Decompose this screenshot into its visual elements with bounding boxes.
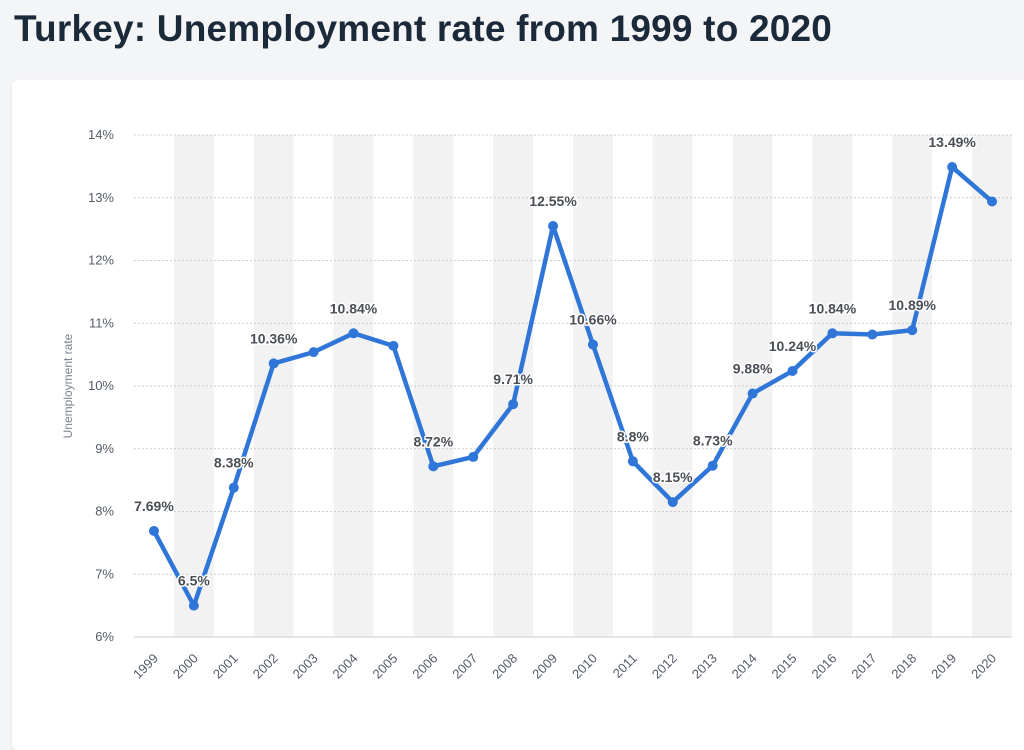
data-label: 10.84% xyxy=(330,300,378,316)
data-label: 6.5% xyxy=(178,573,210,589)
data-label: 8.38% xyxy=(214,455,254,471)
x-tick-label: 2016 xyxy=(808,651,839,682)
x-tick-label: 2010 xyxy=(569,651,600,682)
data-label: 10.24% xyxy=(769,338,817,354)
x-tick-label: 2017 xyxy=(848,651,879,682)
data-point xyxy=(548,220,559,231)
data-label: 10.36% xyxy=(250,330,298,346)
data-label: 9.88% xyxy=(733,361,773,377)
x-tick-label: 2001 xyxy=(210,651,241,682)
data-point xyxy=(148,525,159,536)
data-point xyxy=(827,328,838,339)
data-label: 12.55% xyxy=(529,193,577,209)
x-tick-label: 2009 xyxy=(529,651,560,682)
data-point xyxy=(388,340,399,351)
y-tick-label: 6% xyxy=(95,629,114,644)
data-point xyxy=(587,339,598,350)
data-label: 7.69% xyxy=(134,498,174,514)
x-tick-label: 2014 xyxy=(729,651,760,682)
data-label: 13.49% xyxy=(928,134,976,150)
line-chart: 6% 7% 8% 9% 10% 11% 12% 13% 14% Unemployment rate… xyxy=(61,127,1012,682)
y-tick-label: 10% xyxy=(88,378,114,393)
x-tick-label: 2018 xyxy=(888,651,919,682)
x-tick-label: 2013 xyxy=(689,651,720,682)
x-tick-label: 1999 xyxy=(130,651,161,682)
y-axis-title: Unemployment rate xyxy=(61,333,75,438)
y-tick-label: 11% xyxy=(89,315,114,330)
x-tick-label: 2008 xyxy=(489,651,520,682)
data-point xyxy=(667,497,678,508)
data-label: 8.72% xyxy=(413,433,453,449)
x-tick-label: 2004 xyxy=(330,651,361,682)
x-tick-label: 2003 xyxy=(290,651,321,682)
data-point xyxy=(987,196,998,207)
x-tick-label: 2015 xyxy=(769,651,800,682)
data-point xyxy=(867,329,878,340)
x-tick-label: 2019 xyxy=(928,651,959,682)
data-point xyxy=(947,162,958,173)
chart-card: 6% 7% 8% 9% 10% 11% 12% 13% 14% Unemployment rate… xyxy=(12,80,1024,750)
data-label: 9.71% xyxy=(493,371,533,387)
data-point xyxy=(348,328,359,339)
y-tick-label: 14% xyxy=(88,127,114,142)
y-tick-label: 9% xyxy=(95,441,114,456)
data-label: 10.66% xyxy=(569,312,617,328)
y-tick-label: 13% xyxy=(88,190,114,205)
data-point xyxy=(468,451,479,462)
x-tick-label: 2002 xyxy=(250,651,281,682)
x-tick-label: 2007 xyxy=(449,651,480,682)
data-point xyxy=(188,600,199,611)
y-tick-label: 7% xyxy=(95,566,114,581)
data-point xyxy=(747,388,758,399)
y-tick-label: 12% xyxy=(88,253,114,268)
data-point xyxy=(268,358,279,369)
data-point xyxy=(707,460,718,471)
data-label: 8.15% xyxy=(653,469,693,485)
data-label: 8.8% xyxy=(617,428,649,444)
x-tick-label: 2000 xyxy=(170,651,201,682)
x-tick-label: 2005 xyxy=(369,651,400,682)
x-tick-label: 2011 xyxy=(610,651,640,681)
data-point xyxy=(228,482,239,493)
data-label: 10.89% xyxy=(888,297,936,313)
data-point xyxy=(308,347,319,358)
data-point xyxy=(627,456,638,467)
data-point xyxy=(508,399,519,410)
y-tick-label: 8% xyxy=(95,504,114,519)
series-line xyxy=(151,164,995,608)
page-title: Turkey: Unemployment rate from 1999 to 2… xyxy=(14,8,833,49)
data-point xyxy=(787,365,798,376)
x-tick-label: 2020 xyxy=(968,651,999,682)
data-point xyxy=(907,325,918,336)
data-label: 10.84% xyxy=(809,300,857,316)
data-label: 8.73% xyxy=(693,433,733,449)
x-tick-label: 2006 xyxy=(409,651,440,682)
data-point xyxy=(428,461,439,472)
x-tick-label: 2012 xyxy=(649,651,680,682)
